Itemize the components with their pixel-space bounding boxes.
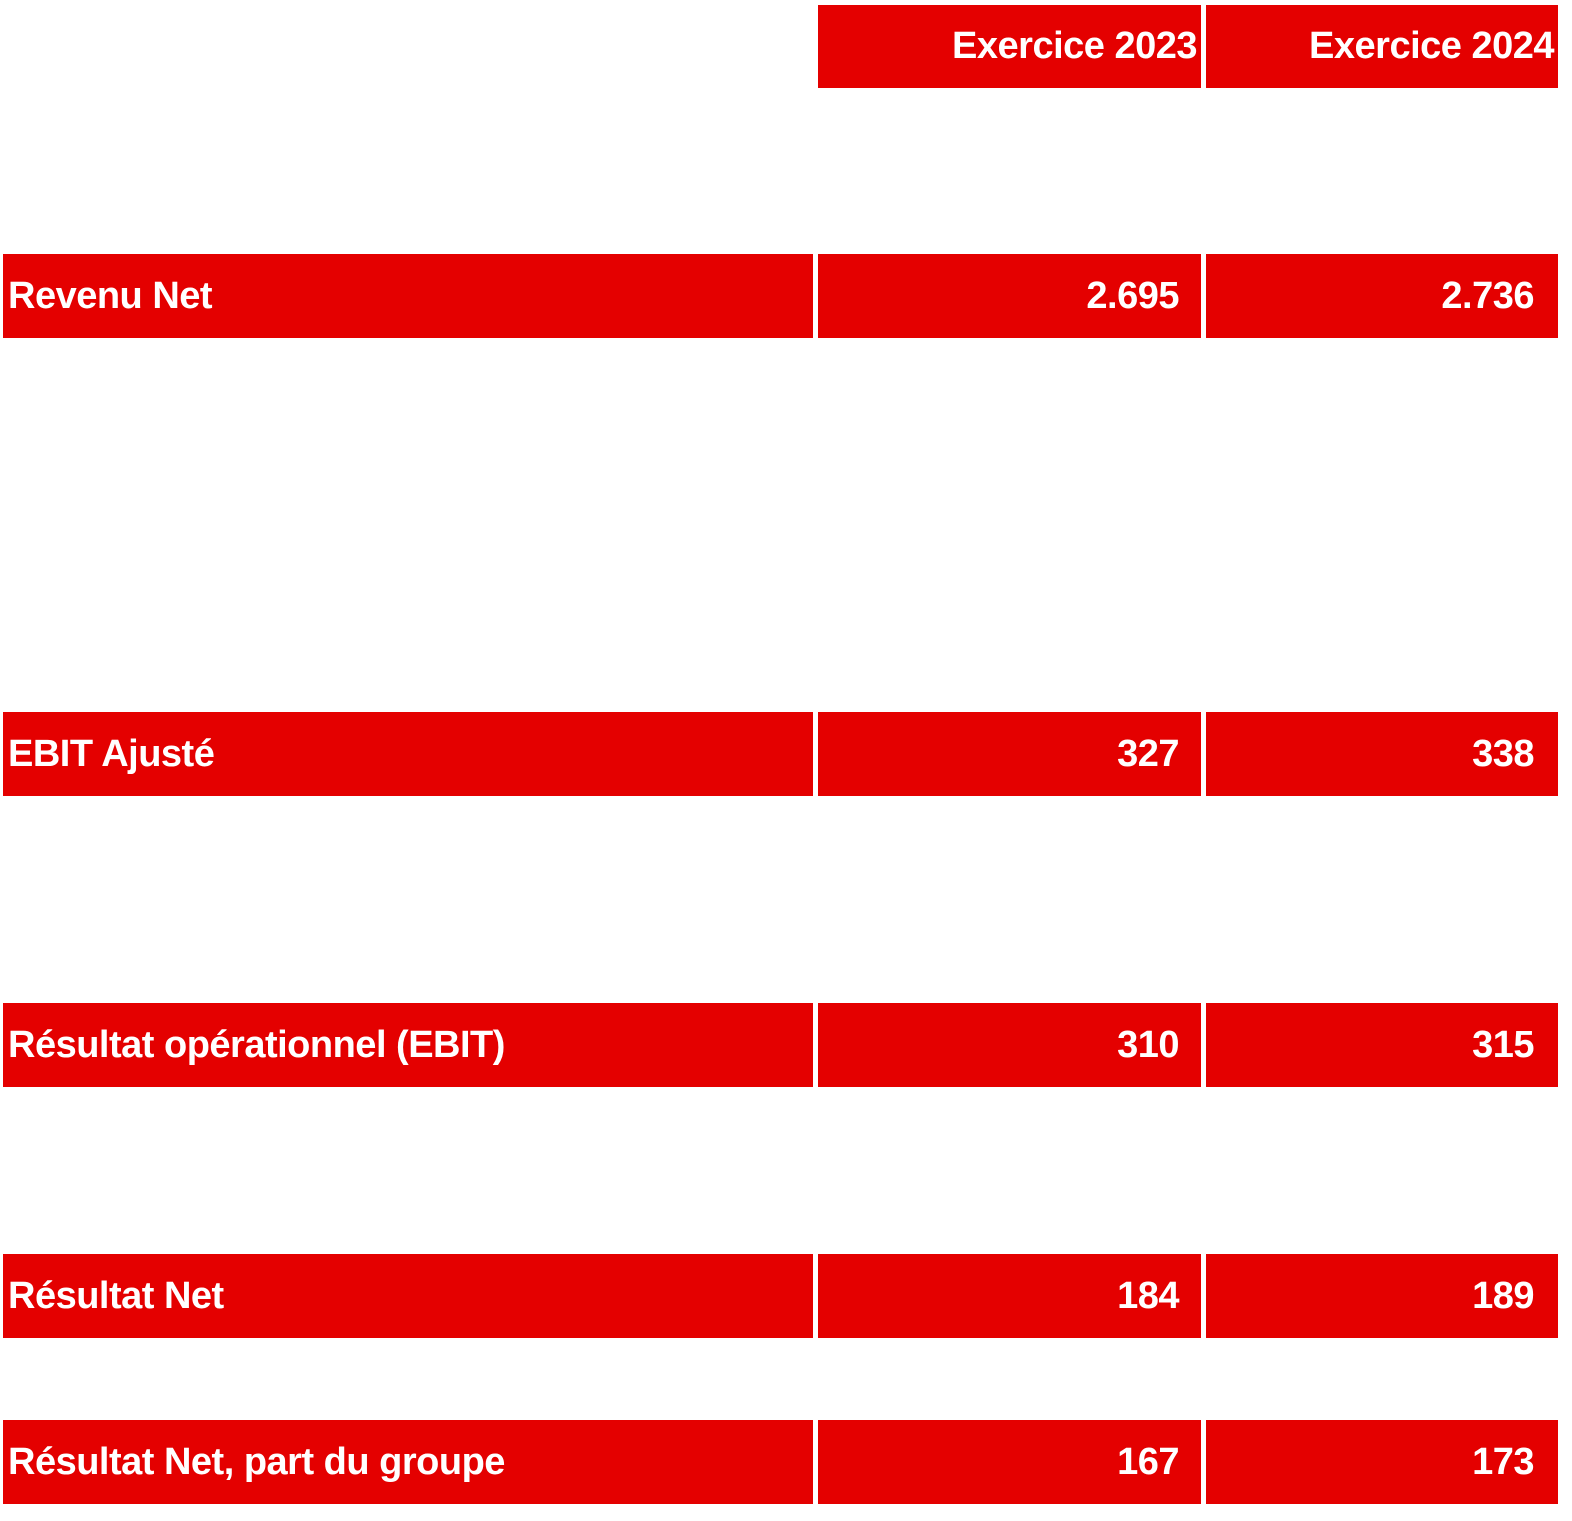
row-label: Résultat Net — [3, 1254, 813, 1338]
value-2023: 310 — [818, 1003, 1201, 1087]
row-label: Revenu Net — [3, 254, 813, 338]
value-2023: 184 — [818, 1254, 1201, 1338]
header-exercice-2024: Exercice 2024 — [1206, 5, 1558, 88]
value-2023: 2.695 — [818, 254, 1201, 338]
value-2024: 2.736 — [1206, 254, 1558, 338]
row-label: Résultat opérationnel (EBIT) — [3, 1003, 813, 1087]
value-2024: 173 — [1206, 1420, 1558, 1504]
header-exercice-2023: Exercice 2023 — [818, 5, 1201, 88]
value-2023: 167 — [818, 1420, 1201, 1504]
value-2023: 327 — [818, 712, 1201, 796]
value-2024: 315 — [1206, 1003, 1558, 1087]
value-2024: 189 — [1206, 1254, 1558, 1338]
row-label: Résultat Net, part du groupe — [3, 1420, 813, 1504]
value-2024: 338 — [1206, 712, 1558, 796]
row-label: EBIT Ajusté — [3, 712, 813, 796]
